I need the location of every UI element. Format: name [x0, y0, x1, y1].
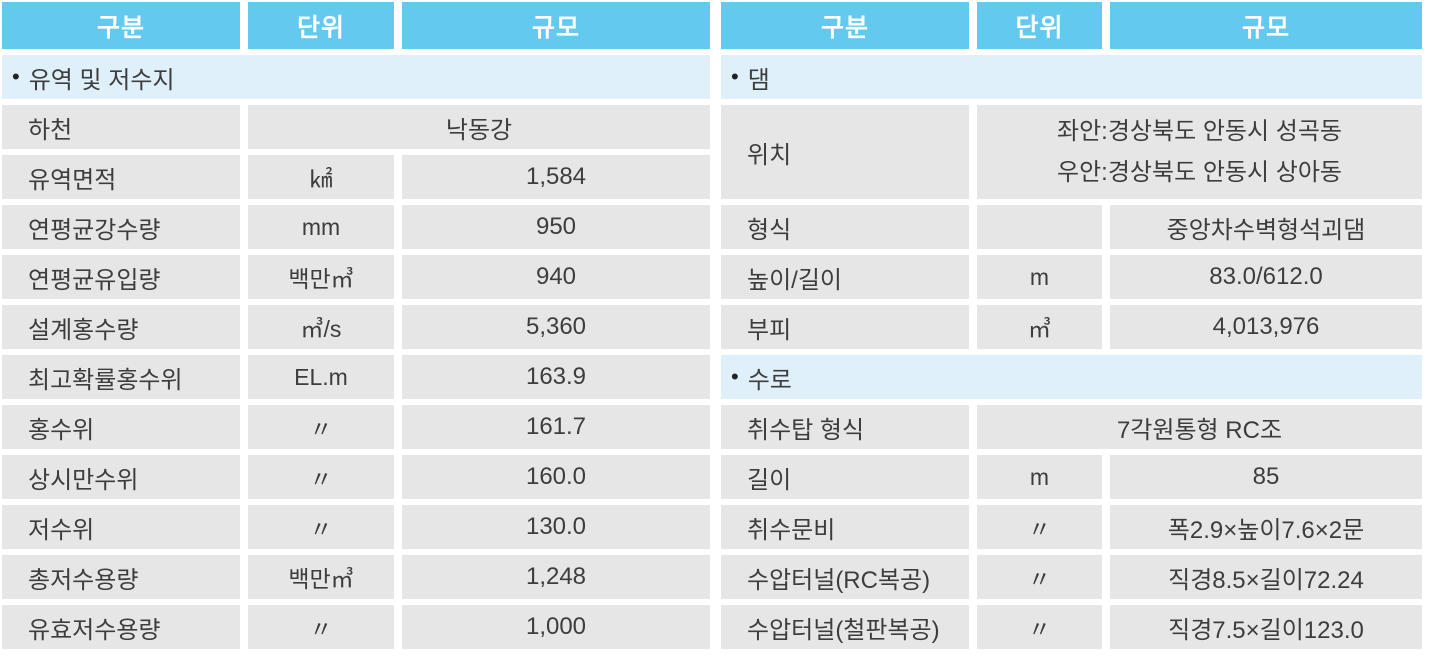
- row-label: 연평균강수량: [2, 205, 240, 249]
- row-unit: mm: [248, 205, 394, 249]
- row-unit: 백만㎥: [248, 255, 394, 299]
- row-value: 1,248: [402, 555, 710, 599]
- column-header-scale: 규모: [1110, 2, 1422, 49]
- row-label: 저수위: [2, 505, 240, 549]
- row-unit: 〃: [248, 605, 394, 649]
- bullet-icon: •: [12, 64, 20, 89]
- row-value: 직경7.5×길이123.0: [1110, 605, 1422, 649]
- row-value: 폭2.9×높이7.6×2문: [1110, 505, 1422, 549]
- section-title: 댐: [747, 66, 770, 94]
- row-value: 161.7: [402, 405, 710, 449]
- row-unit: EL.m: [248, 355, 394, 399]
- row-value: 85: [1110, 455, 1422, 499]
- row-value: 직경8.5×길이72.24: [1110, 555, 1422, 599]
- row-value: 83.0/612.0: [1110, 255, 1422, 299]
- row-unit: m: [977, 455, 1102, 499]
- column-header-category: 구분: [2, 2, 240, 49]
- row-label: 위치: [721, 105, 969, 199]
- row-label: 길이: [721, 455, 969, 499]
- row-value: 950: [402, 205, 710, 249]
- location-left-bank: 좌안:경상북도 안동시 성곡동: [1057, 118, 1342, 145]
- row-unit: 〃: [977, 505, 1102, 549]
- row-value: 160.0: [402, 455, 710, 499]
- row-label: 홍수위: [2, 405, 240, 449]
- column-header-scale: 규모: [402, 2, 710, 49]
- row-label: 수압터널(RC복공): [721, 555, 969, 599]
- section-row-waterway: • 수로: [721, 355, 1422, 399]
- row-value: 163.9: [402, 355, 710, 399]
- row-label: 상시만수위: [2, 455, 240, 499]
- row-value: 7각원통형 RC조: [977, 405, 1422, 449]
- row-unit: ㎥/s: [248, 305, 394, 349]
- row-unit: ㎥: [977, 305, 1102, 349]
- row-label: 설계홍수량: [2, 305, 240, 349]
- bullet-icon: •: [731, 364, 739, 389]
- row-label: 총저수용량: [2, 555, 240, 599]
- section-title: 유역 및 저수지: [28, 66, 175, 94]
- row-unit: 〃: [248, 455, 394, 499]
- row-value: 1,584: [402, 155, 710, 199]
- row-value: 중앙차수벽형석괴댐: [1110, 205, 1422, 249]
- row-value: 1,000: [402, 605, 710, 649]
- section-row-basin-reservoir: • 유역 및 저수지: [2, 55, 710, 99]
- row-label: 형식: [721, 205, 969, 249]
- row-value-location: 좌안:경상북도 안동시 성곡동 우안:경상북도 안동시 상아동: [977, 105, 1422, 199]
- row-value: 5,360: [402, 305, 710, 349]
- section-title: 수로: [747, 366, 792, 394]
- row-label: 유효저수용량: [2, 605, 240, 649]
- row-label: 취수탑 형식: [721, 405, 969, 449]
- row-label: 최고확률홍수위: [2, 355, 240, 399]
- location-right-bank: 우안:경상북도 안동시 상아동: [1057, 159, 1342, 186]
- column-header-unit: 단위: [248, 2, 394, 49]
- row-value: 낙동강: [248, 105, 710, 149]
- row-unit: 〃: [977, 605, 1102, 649]
- row-label: 연평균유입량: [2, 255, 240, 299]
- basin-reservoir-table: 구분 단위 규모 • 유역 및 저수지 하천 낙동강 유역면적 ㎢ 1,584 …: [2, 2, 710, 649]
- row-value: 130.0: [402, 505, 710, 549]
- column-header-category: 구분: [721, 2, 969, 49]
- row-unit: m: [977, 255, 1102, 299]
- row-label: 하천: [2, 105, 240, 149]
- row-unit: 〃: [248, 405, 394, 449]
- row-unit: [977, 205, 1102, 249]
- row-label: 취수문비: [721, 505, 969, 549]
- section-row-dam: • 댐: [721, 55, 1422, 99]
- row-unit: 백만㎥: [248, 555, 394, 599]
- row-label: 부피: [721, 305, 969, 349]
- row-label: 유역면적: [2, 155, 240, 199]
- row-label: 수압터널(철판복공): [721, 605, 969, 649]
- row-label: 높이/길이: [721, 255, 969, 299]
- column-header-unit: 단위: [977, 2, 1102, 49]
- row-value: 4,013,976: [1110, 305, 1422, 349]
- dam-waterway-table: 구분 단위 규모 • 댐 위치 좌안:경상북도 안동시 성곡동 우안:경상북도 …: [721, 2, 1422, 649]
- row-value: 940: [402, 255, 710, 299]
- row-unit: 〃: [248, 505, 394, 549]
- row-unit: 〃: [977, 555, 1102, 599]
- row-unit: ㎢: [248, 155, 394, 199]
- bullet-icon: •: [731, 64, 739, 89]
